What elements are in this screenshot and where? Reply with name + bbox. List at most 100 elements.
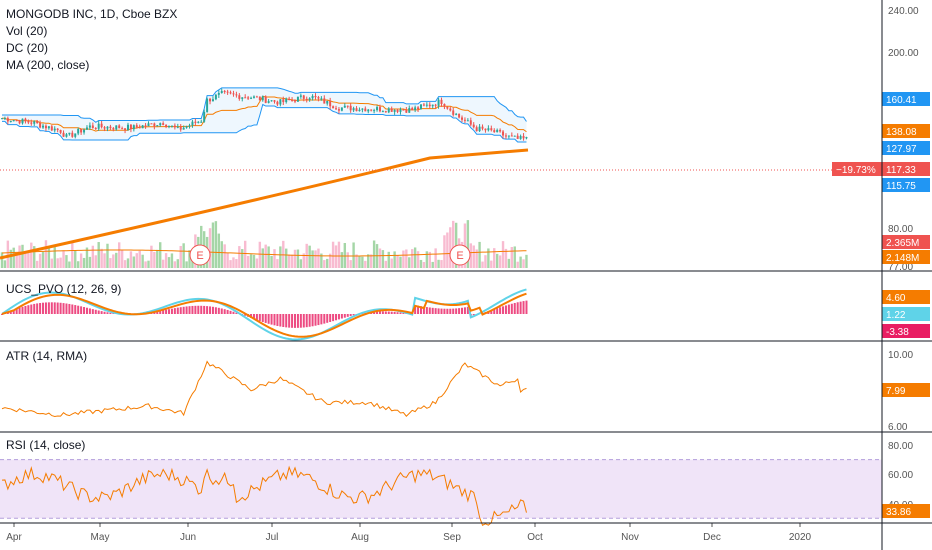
volume-bar [15, 253, 18, 268]
price-tag[interactable] [882, 162, 930, 176]
pvo-tag[interactable] [882, 290, 930, 304]
atr-legend[interactable]: ATR (14, RMA) [6, 348, 87, 365]
pvo-histogram-bar [285, 314, 288, 328]
donchian-upper [1, 87, 527, 123]
candle-body [519, 136, 522, 139]
rsi-indicator-label[interactable]: RSI (14, close) [6, 438, 86, 452]
pvo-histogram-bar [12, 309, 15, 314]
candle-body [200, 121, 203, 123]
price-tag-label[interactable]: 115.75 [886, 181, 916, 192]
candle-body [513, 135, 516, 137]
rsi-legend[interactable]: RSI (14, close) [6, 437, 85, 454]
time-scale[interactable]: Apr May Jun Jul Aug Sep Oct Nov Dec 2020 [6, 523, 812, 543]
earnings-marker-circle[interactable] [189, 244, 211, 266]
pvo-histogram-bar [91, 309, 94, 314]
price-tag-label[interactable]: 127.97 [886, 144, 917, 155]
pvo-histogram-bar [74, 305, 77, 314]
pvo-indicator-label[interactable]: UCS_PVO (12, 26, 9) [6, 282, 122, 296]
price-scale[interactable]: 240.00 200.00 80.00 77.00 160.41 138.08 127.97… [832, 6, 930, 518]
volume-bar [179, 245, 182, 268]
price-tag[interactable] [882, 124, 930, 138]
candle-body [241, 97, 244, 99]
pvo-histogram-bar [525, 300, 528, 314]
change-badge-label[interactable]: −19.73% [836, 165, 876, 176]
candle-body [42, 125, 45, 128]
candle-body [370, 109, 373, 111]
pvo-histogram-bar [94, 309, 97, 314]
pvo-histogram-bar [185, 306, 188, 314]
atr-tag-label[interactable]: 7.99 [886, 386, 906, 397]
rsi-tag-label[interactable]: 33.86 [886, 507, 911, 518]
pvo-histogram-bar [170, 308, 173, 314]
atr-indicator-label[interactable]: ATR (14, RMA) [6, 349, 88, 363]
price-tag-label[interactable]: 160.41 [886, 95, 917, 106]
time-tick-label: Aug [351, 532, 369, 543]
atr-tag[interactable] [882, 383, 930, 397]
price-tag[interactable] [882, 92, 930, 106]
atr-pane[interactable] [1, 360, 527, 418]
volume-bar [334, 245, 338, 268]
candle-body [62, 132, 65, 137]
pvo-tag[interactable] [882, 324, 930, 338]
earnings-marker-circle[interactable] [449, 244, 471, 266]
candle-body [294, 100, 296, 102]
volume-bar [440, 260, 443, 268]
candle-body [71, 132, 74, 137]
price-tag-label[interactable]: 138.08 [886, 127, 917, 138]
earnings-marker-label[interactable]: E [196, 250, 203, 262]
volume-bar [311, 250, 314, 268]
pvo-histogram-bar [270, 314, 273, 325]
volume-bar [276, 259, 279, 268]
rsi-tag[interactable] [882, 504, 930, 518]
pvo-histogram-bar [317, 314, 320, 326]
candle-body [30, 122, 33, 124]
pvo-tag-label[interactable]: -3.38 [886, 327, 909, 338]
pvo-histogram-bar [332, 314, 335, 322]
price-tag[interactable] [882, 250, 930, 264]
candle-body [335, 108, 338, 110]
vol-indicator-label[interactable]: Vol (20) [6, 24, 48, 38]
volume-bar [273, 249, 276, 268]
ma-indicator-label[interactable]: MA (200, close) [6, 58, 90, 72]
pvo-histogram-bar [458, 308, 461, 314]
rsi-pane[interactable] [0, 459, 882, 526]
pvo-tag-label[interactable]: 4.60 [886, 293, 906, 304]
pvo-tag[interactable] [882, 307, 930, 321]
pvo-histogram-bar [516, 302, 519, 314]
volume-bar [387, 251, 390, 268]
volume-bar [246, 255, 250, 268]
volume-bar [249, 254, 253, 268]
price-tag-label[interactable]: 2.148M [886, 253, 919, 264]
price-tag-label[interactable]: 2.365M [886, 238, 919, 249]
earnings-marker-label[interactable]: E [456, 250, 463, 262]
time-tick-label: Jun [180, 532, 196, 543]
change-badge[interactable] [832, 162, 882, 176]
pvo-histogram-bar [56, 302, 59, 314]
volume-bar [59, 257, 62, 268]
dc-indicator-label[interactable]: DC (20) [6, 41, 49, 55]
pvo-histogram-bar [314, 314, 317, 326]
volume-bar [21, 244, 24, 268]
pvo-histogram-bar [103, 311, 106, 314]
candle-body [308, 98, 311, 100]
volume-bar [258, 241, 262, 268]
price-tag[interactable] [882, 235, 930, 249]
pvo-tag-label[interactable]: 1.22 [886, 310, 906, 321]
volume-bar [173, 261, 177, 268]
symbol-title[interactable]: MONGODB INC, 1D, Cboe BZX [6, 7, 178, 21]
candle-body [226, 91, 229, 93]
volume-bar [74, 250, 77, 268]
pvo-pane[interactable] [1, 288, 528, 341]
candle-body [411, 108, 414, 111]
price-tag[interactable] [882, 141, 930, 155]
price-tag-label[interactable]: 117.33 [886, 165, 916, 176]
pvo-histogram-bar [173, 308, 176, 314]
volume-bar [115, 252, 118, 268]
price-tag[interactable] [882, 178, 930, 192]
candle-body [525, 137, 528, 139]
pvo-histogram-bar [153, 311, 156, 314]
candle-body [305, 98, 308, 100]
pvo-legend[interactable]: UCS_PVO (12, 26, 9) [6, 281, 121, 298]
